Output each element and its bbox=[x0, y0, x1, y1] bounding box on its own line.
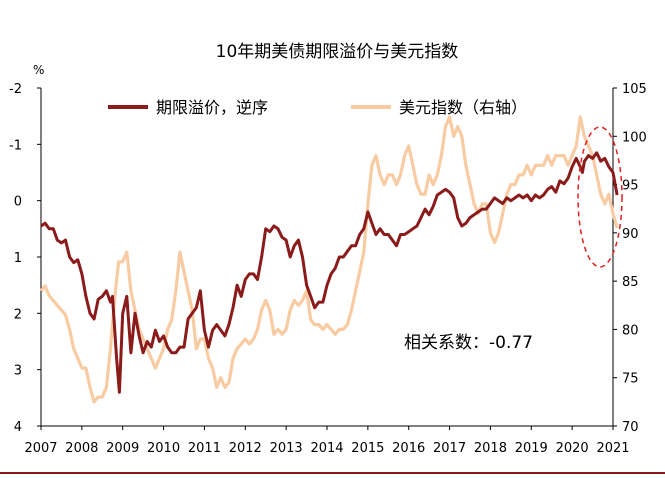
left-axis-tick-label: -1 bbox=[9, 138, 22, 153]
chart-title: 10年期美债期限溢价与美元指数 bbox=[216, 42, 459, 62]
legend-label-term-premium: 期限溢价，逆序 bbox=[156, 98, 268, 117]
correlation-annotation: 相关系数：-0.77 bbox=[404, 333, 533, 353]
right-axis-tick-label: 95 bbox=[622, 179, 639, 194]
left-axis-tick-label: 1 bbox=[14, 251, 22, 266]
right-axis-tick-label: 90 bbox=[622, 227, 639, 242]
x-axis-tick-label: 2019 bbox=[515, 441, 548, 456]
highlight-dashed-ellipse bbox=[577, 126, 623, 268]
left-axis-tick-label: -2 bbox=[9, 82, 22, 97]
left-axis-unit: % bbox=[33, 63, 44, 77]
x-axis-tick-label: 2009 bbox=[106, 441, 139, 456]
x-axis-tick-label: 2015 bbox=[351, 441, 384, 456]
left-axis-tick-label: 3 bbox=[14, 364, 22, 379]
x-axis-tick-label: 2012 bbox=[229, 441, 262, 456]
x-axis-tick-label: 2017 bbox=[433, 441, 466, 456]
x-axis-tick-label: 2010 bbox=[147, 441, 180, 456]
series-line-dxy bbox=[39, 115, 619, 404]
right-axis-tick-label: 105 bbox=[622, 82, 647, 97]
x-axis-tick-label: 2014 bbox=[310, 441, 343, 456]
legend-label-dxy: 美元指数（右轴） bbox=[399, 98, 527, 117]
right-axis-tick-label: 100 bbox=[622, 130, 647, 145]
x-axis-tick-label: 2011 bbox=[188, 441, 221, 456]
bottom-rule bbox=[0, 472, 665, 474]
x-axis-tick-label: 2013 bbox=[270, 441, 303, 456]
x-axis-tick-label: 2008 bbox=[65, 441, 98, 456]
left-axis-tick-label: 4 bbox=[14, 420, 22, 435]
x-axis-tick-label: 2020 bbox=[556, 441, 589, 456]
right-axis-tick-label: 80 bbox=[622, 323, 639, 338]
x-axis-tick-label: 2007 bbox=[24, 441, 57, 456]
x-axis-tick-label: 2021 bbox=[596, 441, 629, 456]
left-axis-tick-label: 0 bbox=[14, 195, 22, 210]
x-axis-tick-label: 2016 bbox=[392, 441, 425, 456]
right-axis-tick-label: 75 bbox=[622, 372, 639, 387]
right-axis-tick-label: 85 bbox=[622, 275, 639, 290]
right-axis-tick-label: 70 bbox=[622, 420, 639, 435]
series-line-term-premium bbox=[40, 151, 619, 394]
left-axis-tick-label: 2 bbox=[14, 307, 22, 322]
x-axis-tick-label: 2018 bbox=[474, 441, 507, 456]
